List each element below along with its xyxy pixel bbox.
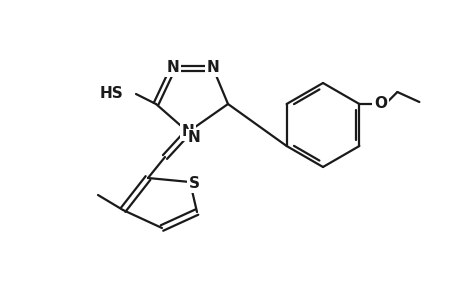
Text: N: N — [206, 61, 219, 76]
Text: HS: HS — [99, 85, 123, 100]
Text: N: N — [187, 130, 200, 146]
Text: N: N — [166, 61, 179, 76]
Text: N: N — [181, 124, 194, 140]
Text: O: O — [373, 97, 386, 112]
Text: S: S — [188, 176, 199, 191]
